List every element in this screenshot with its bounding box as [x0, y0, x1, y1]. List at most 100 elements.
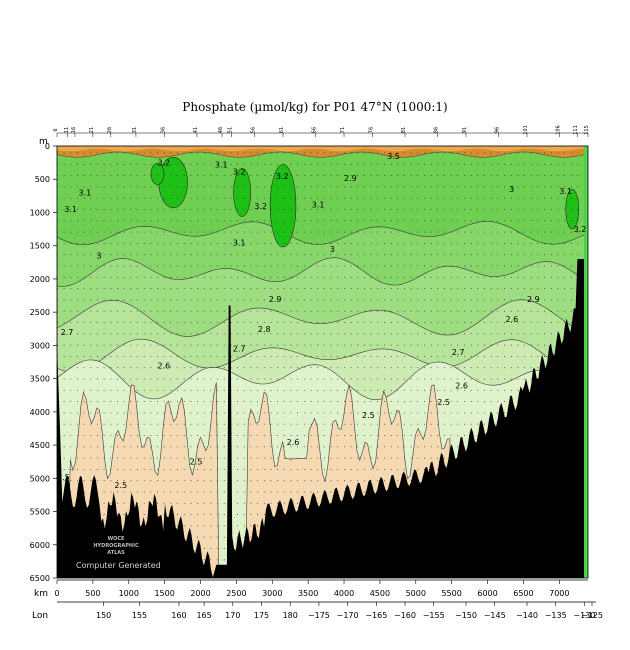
- sample-dot: [77, 152, 78, 154]
- sample-dot: [384, 412, 385, 414]
- sample-dot: [510, 322, 512, 323]
- sample-dot: [410, 378, 412, 380]
- sample-dot: [130, 344, 132, 346]
- sample-dot: [330, 220, 332, 222]
- sample-dot: [377, 457, 379, 459]
- sample-dot: [170, 480, 172, 482]
- sample-dot: [70, 299, 72, 301]
- sample-dot: [417, 163, 419, 165]
- sample-dot: [250, 265, 252, 267]
- sample-dot: [370, 367, 372, 369]
- sample-dot: [177, 310, 178, 312]
- sample-dot: [183, 231, 185, 233]
- sample-dot: [404, 310, 405, 312]
- sample-dot: [90, 163, 92, 165]
- sample-dot: [157, 367, 158, 369]
- sample-dot: [183, 457, 185, 459]
- sample-dot: [203, 356, 205, 357]
- sample-dot: [484, 412, 485, 414]
- sample-dot: [370, 276, 372, 278]
- sample-dot: [250, 231, 252, 233]
- sample-dot: [250, 344, 252, 346]
- sample-dot: [444, 356, 445, 357]
- sample-dot: [277, 163, 278, 165]
- sample-dot: [283, 401, 285, 402]
- sample-dot: [290, 186, 292, 188]
- sample-dot: [323, 423, 325, 425]
- sample-dot: [290, 457, 292, 459]
- sample-dot: [510, 163, 512, 165]
- sample-dot: [103, 209, 105, 210]
- sample-dot: [517, 322, 519, 323]
- sample-dot: [217, 356, 218, 357]
- sample-dot: [510, 333, 512, 335]
- sample-dot: [270, 152, 272, 154]
- sample-dot: [477, 197, 479, 199]
- sample-dot: [163, 254, 165, 256]
- sample-dot: [350, 209, 352, 210]
- sample-dot: [457, 356, 459, 357]
- sample-dot: [243, 209, 245, 210]
- sample-dot: [190, 333, 192, 335]
- sample-dot: [117, 299, 118, 301]
- sample-dot: [310, 389, 312, 391]
- sample-dot: [550, 276, 552, 278]
- sample-dot: [130, 175, 132, 176]
- sample-dot: [490, 333, 492, 335]
- sample-dot: [150, 491, 152, 493]
- sample-dot: [303, 344, 305, 346]
- sample-dot: [197, 243, 198, 244]
- sample-dot: [350, 186, 352, 188]
- sample-dot: [370, 220, 372, 222]
- sample-dot: [303, 457, 305, 459]
- station-label: 115: [584, 125, 590, 135]
- sample-dot: [303, 152, 305, 154]
- sample-dot: [277, 469, 278, 470]
- sample-dot: [357, 299, 359, 301]
- sample-dot: [83, 310, 85, 312]
- sample-dot: [450, 163, 452, 165]
- sample-dot: [303, 288, 305, 289]
- sample-dot: [330, 152, 332, 154]
- sample-dot: [143, 491, 145, 493]
- sample-dot: [364, 299, 365, 301]
- sample-dot: [90, 333, 92, 335]
- sample-dot: [83, 322, 85, 323]
- sample-dot: [223, 231, 225, 233]
- sample-dot: [477, 163, 479, 165]
- sample-dot: [97, 243, 98, 244]
- sample-dot: [150, 333, 152, 335]
- sample-dot: [103, 446, 105, 448]
- contour-label: 2.6: [158, 361, 171, 370]
- sample-dot: [570, 197, 572, 199]
- sample-dot: [544, 344, 545, 346]
- sample-dot: [70, 412, 72, 414]
- sample-dot: [330, 457, 332, 459]
- sample-dot: [263, 186, 265, 188]
- sample-dot: [190, 265, 192, 267]
- sample-dot: [197, 197, 198, 199]
- sample-dot: [504, 356, 505, 357]
- sample-dot: [417, 412, 419, 414]
- sample-dot: [410, 276, 412, 278]
- sample-dot: [424, 209, 425, 210]
- sample-dot: [63, 265, 65, 267]
- sample-dot: [70, 243, 72, 244]
- sample-dot: [190, 469, 192, 470]
- sample-dot: [317, 378, 319, 380]
- sample-dot: [157, 299, 158, 301]
- sample-dot: [564, 276, 565, 278]
- sample-dot: [223, 356, 225, 357]
- sample-dot: [123, 389, 125, 391]
- sample-dot: [524, 254, 525, 256]
- sample-dot: [330, 491, 332, 493]
- sample-dot: [317, 243, 319, 244]
- sample-dot: [243, 299, 245, 301]
- sample-dot: [357, 333, 359, 335]
- sample-dot: [504, 197, 505, 199]
- sample-dot: [123, 435, 125, 436]
- contour-label: 2.6: [287, 438, 300, 447]
- sample-dot: [203, 265, 205, 267]
- sample-dot: [183, 186, 185, 188]
- sample-dot: [290, 423, 292, 425]
